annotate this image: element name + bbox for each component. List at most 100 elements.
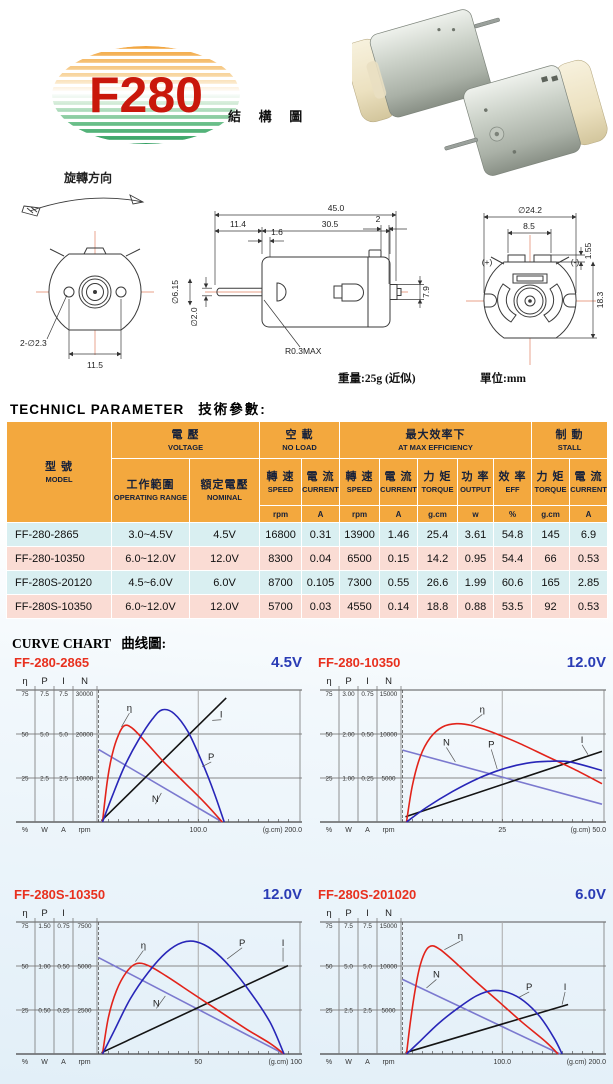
svg-text:N: N [152, 794, 159, 805]
svg-text:I: I [366, 676, 369, 687]
svg-text:0.50: 0.50 [361, 732, 374, 739]
svg-text:10000: 10000 [380, 732, 398, 739]
curve-P [101, 708, 225, 823]
group-header-max-efficiency: 最大效率下 AT MAX EFFICIENCY [339, 421, 533, 459]
svg-text:10000: 10000 [380, 964, 398, 971]
dim-boss-offset: 1.6 [271, 227, 283, 237]
svg-text:1.50: 1.50 [38, 923, 51, 930]
value-cell: 4.5V [188, 522, 261, 547]
svg-text:50: 50 [21, 964, 29, 971]
svg-text:75: 75 [325, 923, 333, 930]
curve-η [101, 962, 285, 1055]
value-cell: 18.8 [417, 594, 459, 619]
svg-text:W: W [41, 827, 48, 834]
curve-chart-ff-280-10350: FF-280-10350 12.0V η P I N 75 50 25 3.00 2.00 1.0… [316, 654, 608, 859]
svg-text:7.5: 7.5 [344, 923, 353, 930]
svg-text:1.00: 1.00 [342, 776, 355, 783]
svg-text:I: I [282, 938, 285, 949]
svg-text:N: N [81, 676, 88, 687]
svg-text:rpm: rpm [78, 827, 90, 834]
svg-text:η: η [326, 676, 331, 687]
value-cell: 0.95 [457, 546, 495, 571]
value-cell: 6.0~12.0V [111, 546, 190, 571]
parameter-section-title: TECHNICL PARAMETER 技術參數: [10, 398, 267, 418]
group-header-voltage: 電 壓 VOLTAGE [110, 421, 261, 459]
model-cell: FF-280S-10350 [6, 594, 112, 619]
unit-cell: rpm [259, 505, 303, 523]
col-header-noload-speed: 轉 速 SPEED [259, 458, 303, 506]
dim-total-length: 45.0 [328, 203, 345, 213]
svg-text:(g.cm) 50.0: (g.cm) 50.0 [571, 827, 607, 834]
col-header-operating-range: 工作範圍 OPERATING RANGE [111, 458, 190, 523]
svg-text:A: A [365, 1059, 370, 1066]
svg-text:0.50: 0.50 [57, 964, 70, 971]
svg-text:5000: 5000 [77, 964, 92, 971]
rotation-direction-label: 旋轉方向 [63, 170, 112, 185]
svg-text:3.00: 3.00 [342, 691, 355, 698]
svg-text:7500: 7500 [77, 923, 92, 930]
unit-cell: g.cm [417, 505, 459, 523]
svg-text:5.0: 5.0 [363, 964, 372, 971]
svg-text:I: I [62, 676, 65, 687]
svg-text:I: I [581, 735, 584, 746]
table-row: FF-280S-20120 4.5~6.0V 6.0V 8700 0.105 7300 0.… [6, 570, 609, 595]
chart-model-label: FF-280-10350 [318, 655, 401, 670]
dim-boss-dia: ∅6.15 [170, 280, 180, 304]
group-header-stall: 制 動 STALL [531, 421, 609, 459]
chart-voltage-label: 12.0V [566, 654, 606, 671]
rotation-direction-arrow [22, 195, 143, 216]
curve-I [100, 697, 227, 822]
svg-text:I: I [564, 982, 567, 993]
svg-text:2.5: 2.5 [344, 1008, 353, 1015]
svg-text:50: 50 [325, 964, 333, 971]
svg-text:2.5: 2.5 [59, 776, 68, 783]
table-row: FF-280-2865 3.0~4.5V 4.5V 16800 0.31 13900 1.4… [6, 522, 609, 547]
value-cell: 6500 [339, 546, 381, 571]
svg-text:25: 25 [498, 827, 506, 834]
value-cell: 12.0V [188, 594, 261, 619]
dim-body-dia: ∅24.2 [518, 205, 542, 215]
svg-text:50: 50 [194, 1059, 202, 1066]
svg-text:(g.cm) 100: (g.cm) 100 [269, 1059, 303, 1066]
svg-text:P: P [239, 938, 245, 949]
svg-text:25: 25 [325, 776, 333, 783]
logo-text: F280 [89, 67, 203, 123]
svg-text:P: P [41, 676, 47, 687]
svg-text:0.50: 0.50 [38, 1008, 51, 1015]
value-cell: 4550 [339, 594, 381, 619]
unit-cell: rpm [339, 505, 381, 523]
parameter-title-zh: 技術參數: [198, 402, 267, 417]
svg-text:25: 25 [325, 1008, 333, 1015]
svg-text:η: η [127, 703, 132, 714]
chart-plot-area: η P I 75 50 25 1.50 1.00 0.50 0.75 0.50 0.25 7500 500… [16, 908, 303, 1066]
curve-η [405, 944, 559, 1055]
svg-text:1.00: 1.00 [38, 964, 51, 971]
value-cell: 2.85 [569, 570, 609, 595]
value-cell: 8700 [259, 570, 303, 595]
curve-N [98, 748, 223, 823]
unit-cell: w [457, 505, 495, 523]
chart-plot-area: η P I N 75 50 25 7.5 5.0 2.5 7.5 5.0 2.5 15000 10000 50… [320, 908, 606, 1066]
value-cell: 4.5~6.0V [111, 570, 190, 595]
svg-text:W: W [41, 1059, 48, 1066]
value-cell: 5700 [259, 594, 303, 619]
svg-text:2.00: 2.00 [342, 732, 355, 739]
svg-text:I: I [220, 710, 223, 721]
curve-P [101, 940, 285, 1055]
curve-N [402, 978, 561, 1055]
value-cell: 60.6 [493, 570, 533, 595]
value-cell: 0.04 [301, 546, 341, 571]
value-cell: 0.14 [379, 594, 419, 619]
value-cell: 0.105 [301, 570, 341, 595]
svg-text:P: P [208, 752, 214, 763]
terminal-plus-label: (+) [482, 257, 493, 267]
dim-hole-spacing: 11.5 [87, 360, 103, 370]
col-header-maxeff-speed: 轉 速 SPEED [339, 458, 381, 506]
col-header-model: 型 號 MODEL [6, 421, 112, 523]
side-view-drawing [187, 211, 424, 347]
svg-text:%: % [22, 827, 28, 834]
value-cell: 7300 [339, 570, 381, 595]
svg-text:N: N [443, 737, 450, 748]
curve-N [98, 956, 285, 1055]
